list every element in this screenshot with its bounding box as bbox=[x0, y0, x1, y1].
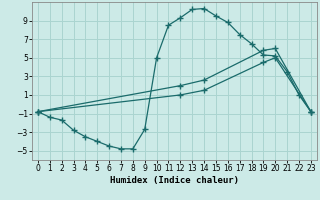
X-axis label: Humidex (Indice chaleur): Humidex (Indice chaleur) bbox=[110, 176, 239, 185]
